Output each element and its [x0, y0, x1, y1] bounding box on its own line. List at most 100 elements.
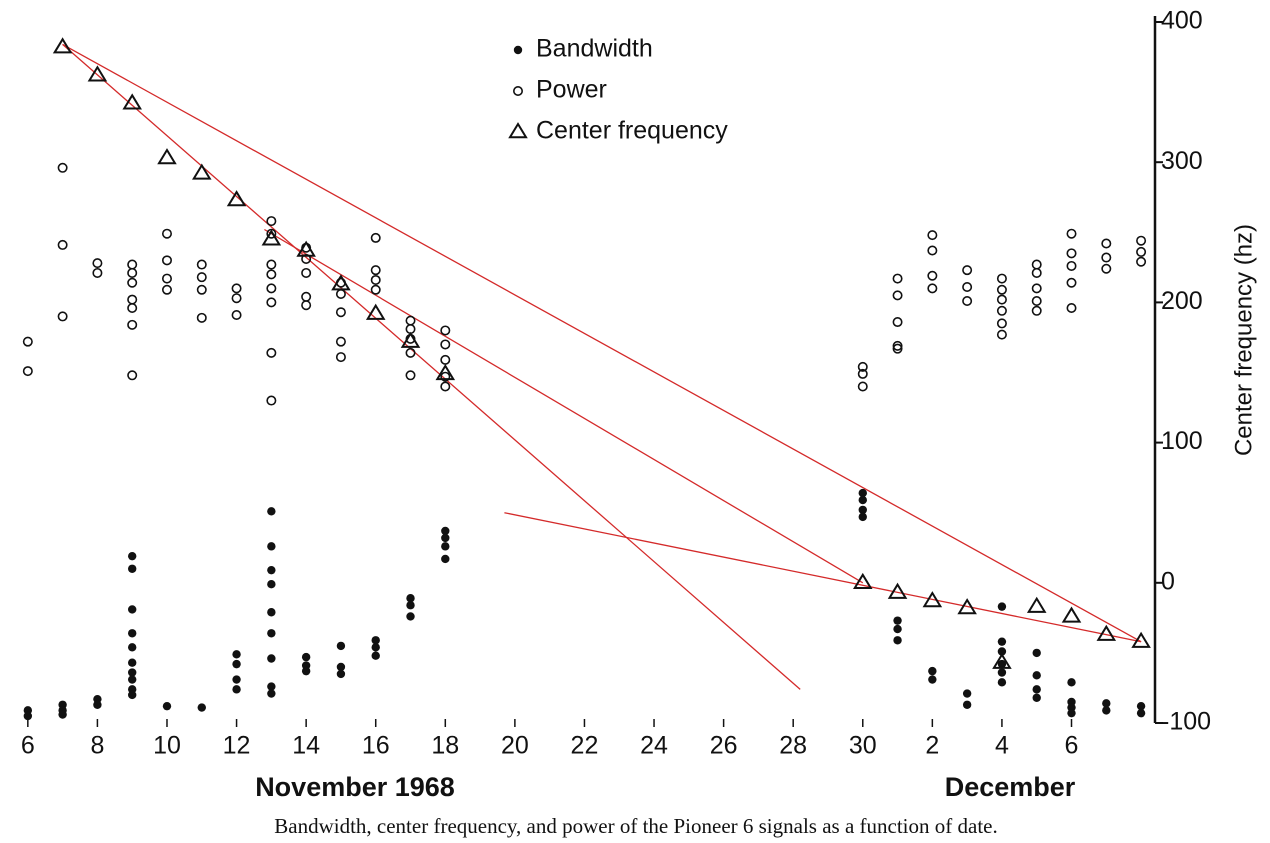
data-point	[336, 641, 346, 651]
data-point	[996, 294, 1007, 305]
data-point	[1032, 648, 1041, 658]
legend-label: Bandwidth	[536, 35, 653, 63]
data-point	[1032, 685, 1041, 694]
data-point	[335, 288, 346, 299]
data-point	[441, 554, 450, 564]
data-point	[405, 315, 416, 326]
data-point	[1067, 678, 1076, 687]
data-point	[440, 325, 451, 336]
data-point	[197, 703, 206, 712]
data-point	[1101, 238, 1112, 249]
data-point	[892, 340, 903, 351]
data-point	[892, 273, 903, 284]
legend-marker	[513, 45, 523, 55]
x-tick-label: 30	[849, 732, 877, 760]
data-point	[267, 682, 276, 691]
data-point	[1102, 706, 1111, 715]
data-point	[127, 629, 137, 638]
data-point	[127, 658, 137, 667]
x-tick-label: 18	[431, 732, 459, 760]
x-tick-label: 10	[153, 732, 181, 760]
data-point	[852, 572, 873, 589]
y-tick-label: 0	[1161, 567, 1175, 595]
x-tick-label: 6	[1065, 732, 1079, 760]
legend-marker	[508, 122, 528, 139]
trend-line	[504, 512, 1142, 643]
data-point	[93, 700, 102, 709]
data-point	[127, 564, 137, 573]
data-point	[127, 551, 137, 561]
data-point	[127, 605, 137, 614]
data-point	[435, 363, 456, 381]
data-point	[1067, 708, 1076, 718]
data-point	[893, 636, 902, 645]
data-point	[1131, 631, 1151, 648]
data-point	[92, 267, 103, 278]
data-point	[922, 591, 943, 608]
data-point	[127, 668, 137, 677]
data-point	[231, 310, 242, 321]
data-point	[22, 366, 33, 377]
data-point	[996, 318, 1007, 329]
data-point	[893, 624, 902, 634]
data-point	[406, 601, 415, 610]
data-point	[1136, 708, 1146, 718]
data-point	[927, 230, 938, 241]
data-point	[957, 598, 977, 615]
data-point	[962, 689, 972, 698]
data-point	[996, 273, 1007, 284]
data-point	[1032, 671, 1041, 680]
data-point	[405, 370, 416, 381]
data-point	[962, 700, 972, 709]
data-point	[892, 317, 903, 328]
data-point	[371, 643, 380, 652]
data-point	[893, 616, 902, 625]
data-point	[127, 277, 138, 288]
data-point	[266, 259, 277, 270]
data-point	[1032, 693, 1041, 702]
data-point	[267, 654, 276, 663]
x-tick-label: 26	[710, 732, 738, 760]
data-point	[1136, 235, 1147, 246]
data-point	[226, 190, 247, 207]
data-point	[196, 312, 207, 323]
trend-line	[62, 43, 1142, 643]
data-point	[162, 701, 172, 711]
data-point	[301, 652, 311, 662]
data-point	[1066, 260, 1077, 271]
data-point	[441, 533, 450, 543]
data-point	[127, 267, 138, 278]
data-point	[23, 711, 33, 721]
data-point	[1101, 252, 1112, 263]
data-point	[22, 336, 33, 347]
data-point	[1136, 701, 1146, 711]
data-point	[370, 284, 381, 295]
x-tick-label: 4	[995, 732, 1009, 760]
data-point	[997, 637, 1007, 646]
trend-line	[62, 43, 801, 690]
data-point	[997, 659, 1007, 669]
data-point	[335, 336, 346, 347]
data-point	[1031, 305, 1042, 316]
data-point	[370, 274, 381, 285]
data-point	[335, 307, 346, 318]
y-tick-label: 400	[1161, 7, 1203, 35]
data-point	[997, 602, 1007, 611]
data-point	[441, 526, 450, 536]
data-point	[127, 675, 137, 684]
data-point	[370, 265, 381, 276]
data-point	[1066, 228, 1077, 239]
data-point	[232, 675, 241, 684]
data-point	[301, 267, 312, 278]
x-axis-label: November 1968	[255, 772, 455, 802]
data-point	[301, 291, 312, 302]
data-point	[127, 294, 138, 305]
data-point	[331, 274, 351, 291]
caption: Bandwidth, center frequency, and power o…	[274, 814, 998, 838]
data-point	[887, 582, 908, 599]
data-point	[232, 650, 241, 659]
data-point	[267, 689, 276, 698]
x-tick-label: 16	[362, 732, 390, 760]
data-point	[127, 370, 138, 381]
data-point	[196, 272, 207, 283]
